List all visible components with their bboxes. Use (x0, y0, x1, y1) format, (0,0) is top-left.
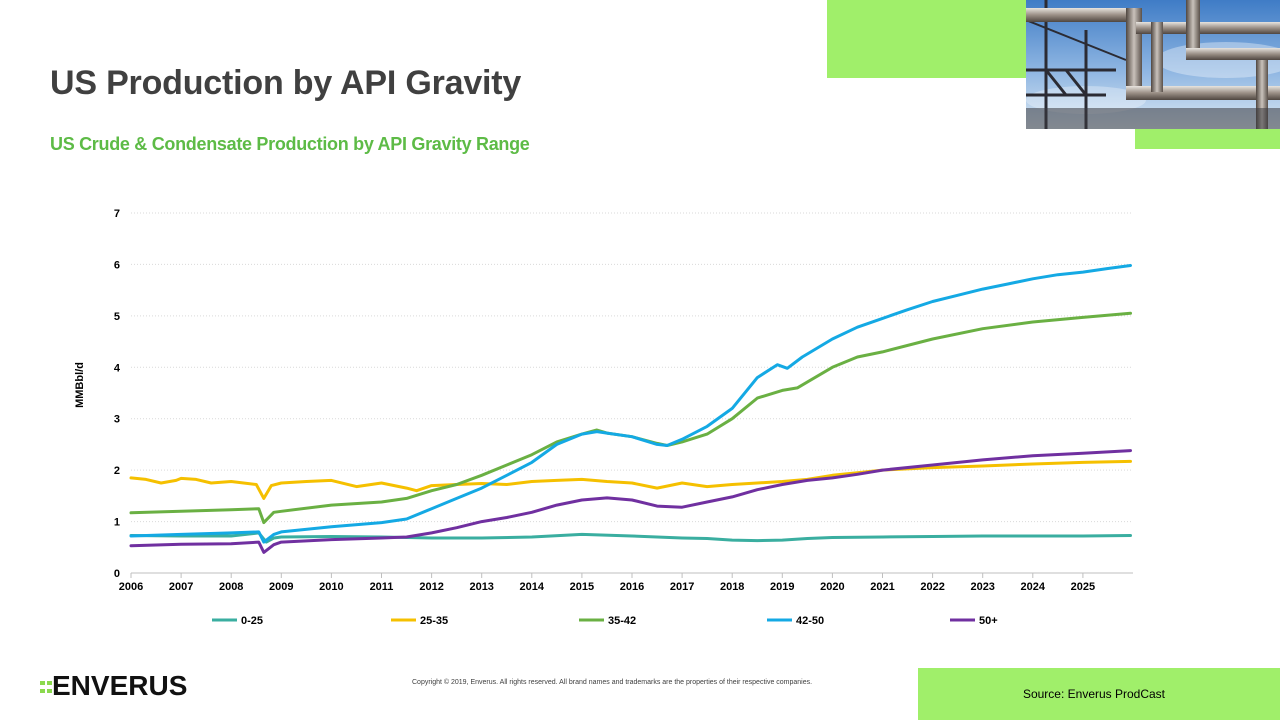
x-tick-label: 2016 (620, 581, 644, 593)
legend-label-35-42: 35-42 (608, 615, 636, 627)
y-tick-label: 7 (114, 208, 120, 220)
y-axis-label: MMBbl/d (74, 362, 86, 408)
y-tick-label: 4 (114, 362, 121, 374)
y-tick-label: 3 (114, 414, 120, 426)
series-lines (129, 264, 1132, 554)
y-tick-label: 1 (114, 517, 120, 529)
x-tick-label: 2024 (1021, 581, 1046, 593)
x-tick-label: 2006 (119, 581, 143, 593)
series-line-25-35 (129, 459, 1132, 500)
x-tick-label: 2025 (1071, 581, 1095, 593)
x-tick-label: 2022 (920, 581, 944, 593)
source-text: Source: Enverus ProdCast (1022, 687, 1166, 701)
source-box: Source: Enverus ProdCast (918, 668, 1280, 720)
y-tick-label: 0 (114, 568, 120, 580)
series-line-35-42 (129, 311, 1132, 525)
chart-subtitle: US Crude & Condensate Production by API … (50, 134, 530, 154)
x-tick-label: 2010 (319, 581, 343, 593)
x-tick-label: 2007 (169, 581, 193, 593)
x-tick-label: 2019 (770, 581, 794, 593)
legend-label-42-50: 42-50 (796, 615, 824, 627)
x-tick-label: 2021 (870, 581, 894, 593)
x-tick-label: 2012 (419, 581, 443, 593)
y-tick-label: 2 (114, 465, 120, 477)
production-line-chart: 0 1 2 3 4 5 6 7 2006 2007 2008 2009 2010 2011 2012 2013… (0, 195, 1160, 645)
legend-label-50+: 50+ (979, 615, 998, 627)
logo-text: ENVERUS (52, 670, 187, 701)
y-tick-label: 5 (114, 311, 120, 323)
accent-block-right (1135, 129, 1280, 149)
axes: 0 1 2 3 4 5 6 7 2006 2007 2008 2009 2010 2011 2012 2013… (114, 208, 1133, 593)
x-tick-label: 2014 (520, 581, 545, 593)
legend-label-25-35: 25-35 (420, 615, 448, 627)
accent-block-top (827, 0, 1026, 78)
y-tick-label: 6 (114, 259, 120, 271)
gridlines (131, 212, 1133, 523)
x-tick-label: 2015 (570, 581, 594, 593)
x-tick-label: 2020 (820, 581, 844, 593)
copyright-notice: Copyright © 2019, Enverus. All rights re… (412, 679, 813, 686)
slide-title: US Production by API Gravity (50, 64, 522, 102)
x-tick-label: 2008 (219, 581, 243, 593)
x-tick-label: 2013 (469, 581, 493, 593)
header-photo (1026, 0, 1280, 129)
series-line-0-25 (129, 531, 1132, 544)
series-line-50+ (129, 449, 1132, 554)
x-tick-label: 2023 (970, 581, 994, 593)
enverus-logo: ENVERUS (38, 668, 213, 702)
x-tick-label: 2009 (269, 581, 293, 593)
legend: 0-25 25-35 35-42 42-50 50+ (212, 615, 998, 627)
x-tick-label: 2011 (370, 581, 394, 593)
x-tick-label: 2017 (670, 581, 694, 593)
x-tick-label: 2018 (720, 581, 744, 593)
series-line-42-50 (129, 264, 1132, 544)
legend-label-0-25: 0-25 (241, 615, 263, 627)
